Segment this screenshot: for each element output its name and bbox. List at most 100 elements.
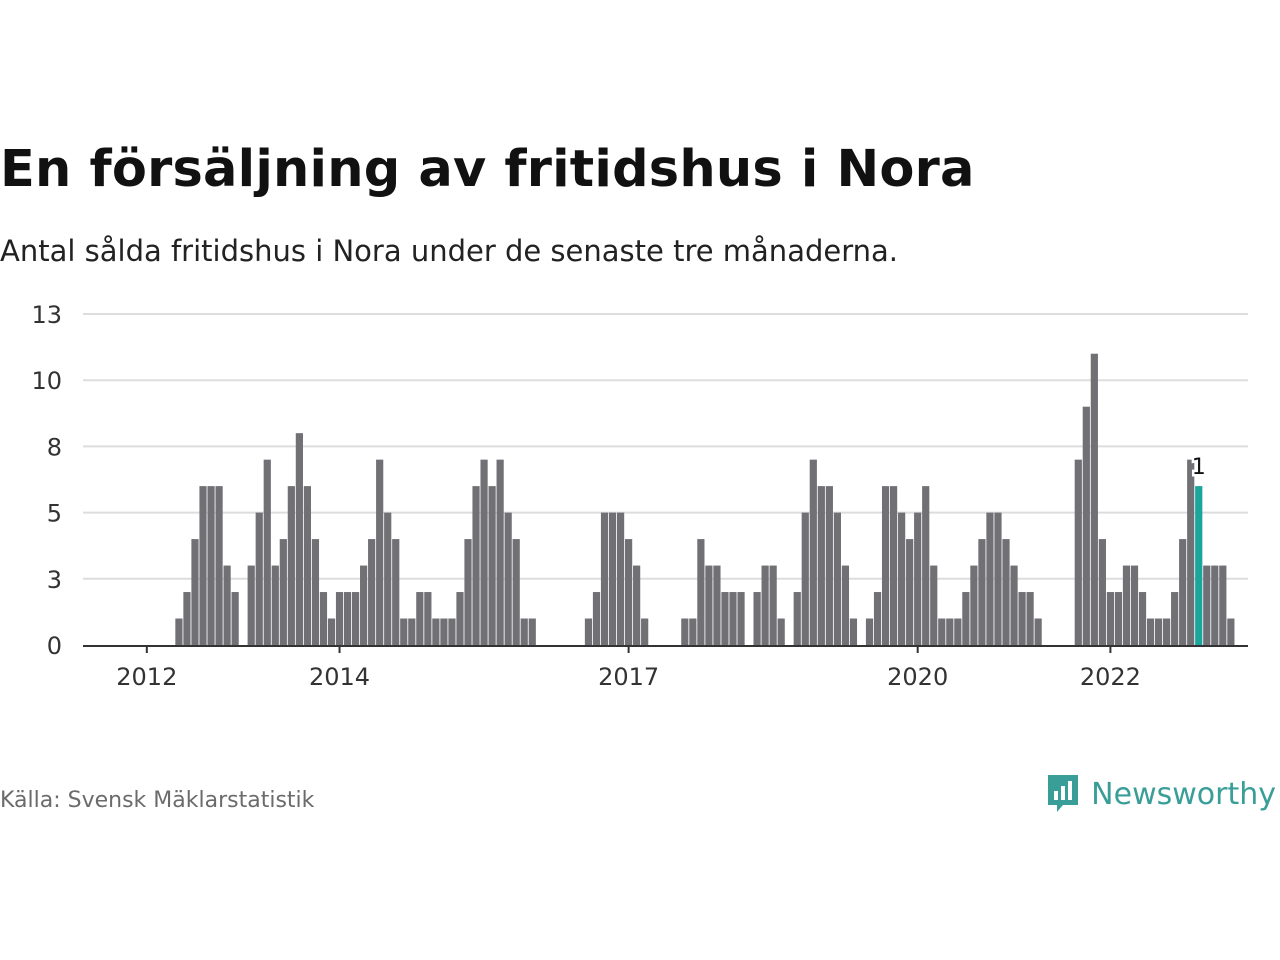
highlight-annotation: 1: [1189, 453, 1208, 483]
bar: [520, 618, 528, 645]
bar: [472, 486, 480, 645]
chart-subtitle: Antal sålda fritidshus i Nora under de s…: [0, 234, 898, 268]
bar: [335, 592, 344, 645]
y-tick-label: 5: [47, 500, 62, 528]
bar: [817, 486, 825, 645]
bar: [1187, 459, 1195, 645]
bar: [954, 618, 962, 645]
bar: [970, 565, 978, 645]
bar: [833, 512, 841, 645]
bar: [801, 512, 809, 645]
bar: [343, 592, 352, 645]
bar: [1090, 353, 1098, 645]
bar: [849, 618, 858, 645]
x-axis-labels: 2012 2014 2017 2020 2022: [116, 646, 1141, 691]
bar: [376, 459, 384, 645]
bar: [231, 592, 239, 645]
bar: [480, 459, 488, 645]
bar: [825, 486, 833, 645]
bar: [215, 486, 223, 645]
bar: [1106, 592, 1115, 645]
source-note: Källa: Svensk Mäklarstatistik: [0, 788, 315, 813]
bar: [914, 512, 922, 645]
grid-lines: [83, 313, 1248, 580]
bar: [351, 592, 360, 645]
bar: [625, 539, 633, 645]
bar: [881, 486, 890, 645]
bar: [271, 565, 279, 645]
bar: [440, 618, 448, 645]
bar-chart-speech-icon: [1048, 775, 1079, 812]
bar: [906, 539, 914, 645]
bar: [616, 512, 625, 645]
bar: [633, 565, 641, 645]
bar: [753, 592, 761, 645]
bar: [1146, 618, 1155, 645]
bar: [191, 539, 199, 645]
bar: [1211, 565, 1219, 645]
bar: [279, 539, 287, 645]
bar: [456, 592, 464, 645]
bar: [737, 592, 745, 645]
bar: [809, 459, 817, 645]
bar: [1010, 565, 1018, 645]
bar: [400, 618, 408, 645]
x-tick-label: 2017: [598, 663, 659, 691]
bar: [303, 486, 312, 645]
bar: [1026, 592, 1034, 645]
bar: [793, 592, 801, 645]
bar: [1082, 406, 1090, 645]
bar: [1138, 592, 1147, 645]
bar: [1034, 618, 1042, 645]
x-tick-label: 2014: [309, 663, 370, 691]
bar: [1074, 459, 1082, 645]
bar: [873, 592, 882, 645]
bar: [1130, 565, 1139, 645]
bar: [1018, 592, 1026, 645]
bar: [769, 565, 777, 645]
bar: [922, 486, 930, 645]
bar: [384, 512, 392, 645]
bar: [368, 539, 376, 645]
bar: [600, 512, 609, 645]
y-tick-label: 3: [47, 566, 62, 594]
chart-title: En försäljning av fritidshus i Nora: [0, 140, 975, 199]
bar: [761, 565, 769, 645]
x-tick-label: 2022: [1080, 663, 1141, 691]
bar: [488, 486, 496, 645]
bar: [319, 592, 328, 645]
bar: [424, 592, 432, 645]
bar: [408, 618, 416, 645]
bar: [360, 565, 368, 645]
bar: [183, 592, 191, 645]
bar: [223, 565, 231, 645]
bar: [938, 618, 946, 645]
bar: [1219, 565, 1227, 645]
bar: [263, 459, 271, 645]
bar: [199, 486, 207, 645]
bar-chart: 0 3 5 8 10 13 2012 2014 2017 2020 2022 1: [31, 301, 1248, 691]
bar: [584, 618, 593, 645]
bar: [504, 512, 512, 645]
y-tick-label: 0: [47, 632, 62, 660]
bar: [512, 539, 520, 645]
bar: [1203, 565, 1211, 645]
bar: [255, 512, 263, 645]
bar: [1227, 618, 1235, 645]
bar: [721, 592, 729, 645]
bar: [327, 618, 336, 645]
y-tick-label: 13: [31, 301, 62, 329]
bar: [890, 486, 898, 645]
brand-logo: Newsworthy: [1045, 772, 1276, 816]
bar: [641, 618, 649, 645]
bar: [416, 592, 424, 645]
bar: [592, 592, 601, 645]
bar: [608, 512, 617, 645]
bar: [713, 565, 721, 645]
bar: [1154, 618, 1163, 645]
x-tick-label: 2012: [116, 663, 177, 691]
y-tick-label: 8: [47, 433, 62, 461]
bar: [689, 618, 697, 645]
bar: [865, 618, 874, 645]
bar: [841, 565, 850, 645]
